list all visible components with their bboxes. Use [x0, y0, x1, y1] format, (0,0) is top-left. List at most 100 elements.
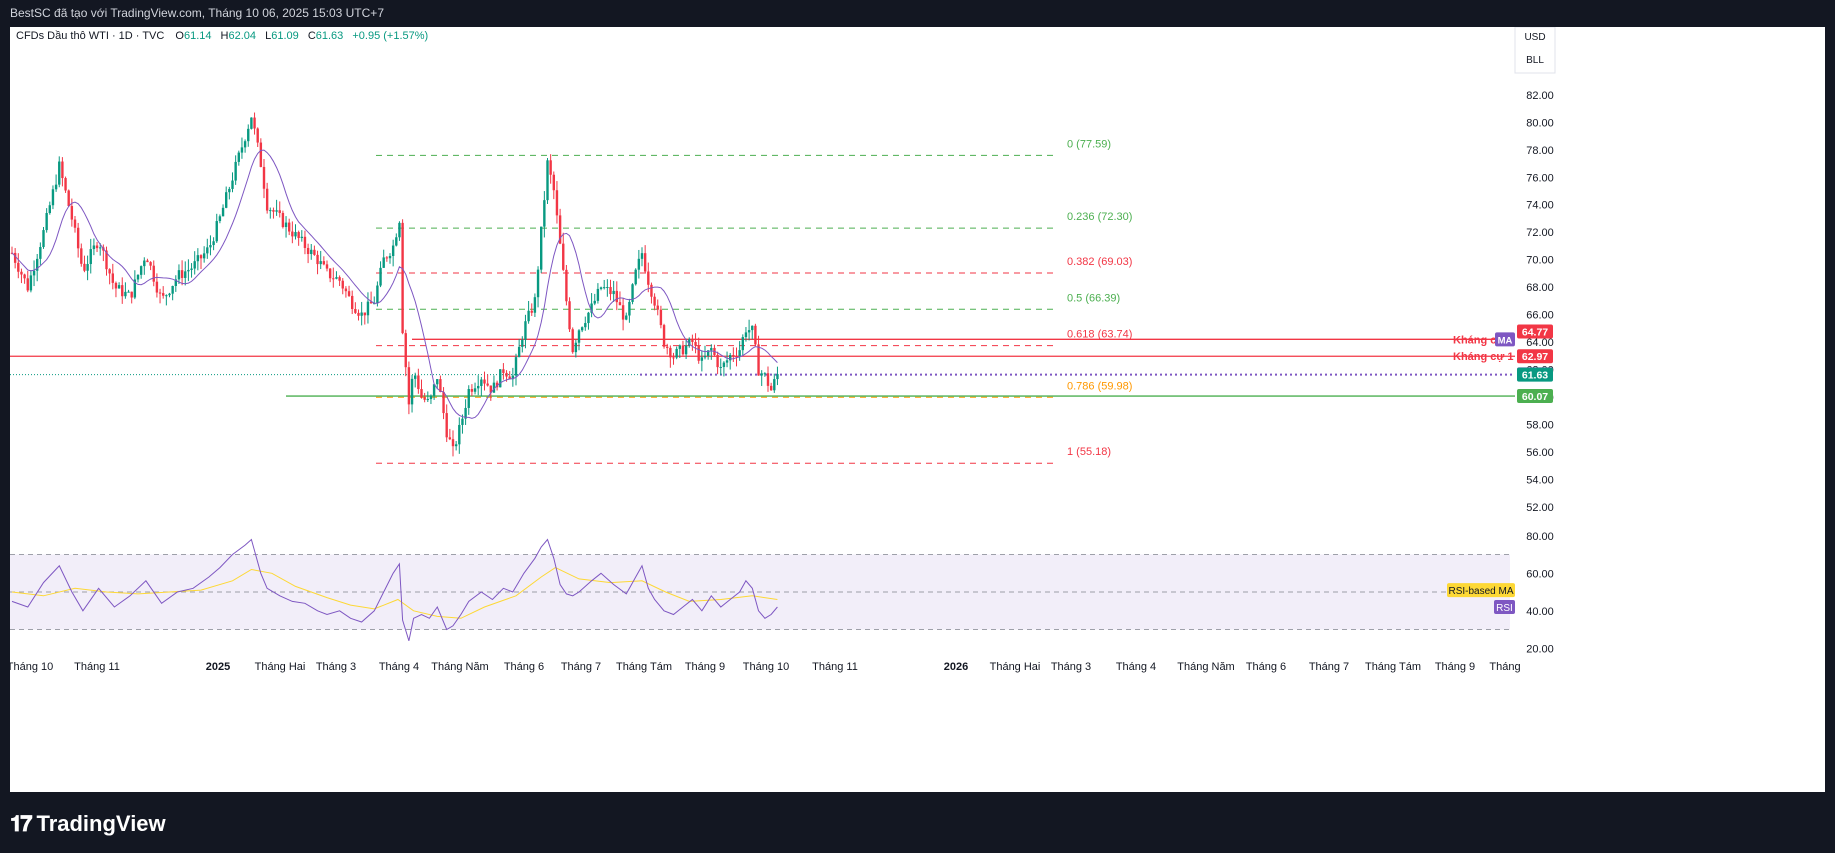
time-tick-label: Tháng 4: [379, 661, 419, 673]
candle-body: [13, 252, 17, 263]
candle-body: [514, 357, 518, 376]
price-tag-box: [1517, 324, 1553, 339]
candle-body: [89, 249, 92, 265]
candle-body: [265, 188, 269, 211]
candle-body: [133, 279, 137, 298]
candle-body: [48, 205, 51, 214]
price-series: [10, 112, 779, 457]
candle-body: [269, 210, 272, 212]
candle-body: [117, 285, 121, 289]
candle-body: [454, 444, 458, 447]
rsi-tick-label: 40.00: [1526, 606, 1554, 618]
candle-body: [127, 291, 130, 293]
candle-body: [124, 291, 127, 297]
candle-body: [347, 291, 351, 296]
candle-body: [666, 346, 669, 348]
candle-body: [760, 373, 763, 376]
candle-body: [681, 345, 685, 355]
candle-body: [461, 418, 464, 425]
candle-body: [540, 226, 543, 270]
candle-body: [754, 325, 757, 345]
candle-body: [625, 315, 628, 320]
candle-body: [747, 330, 751, 333]
candle-body: [505, 372, 508, 377]
candle-body: [631, 284, 634, 302]
price-tick-label: 76.00: [1526, 172, 1554, 184]
candle-body: [291, 231, 294, 237]
candle-body: [272, 210, 275, 212]
time-tick-label: Tháng 11: [74, 661, 120, 673]
candle-body: [67, 190, 70, 207]
time-tick-label: Tháng 9: [1435, 661, 1475, 673]
candle-body: [672, 357, 675, 359]
candle-body: [732, 354, 735, 357]
candle-body: [417, 375, 420, 390]
candle-body: [467, 389, 470, 408]
candle-body: [426, 399, 429, 401]
candle-body: [533, 297, 537, 313]
candle-body: [669, 347, 672, 358]
candle-body: [432, 384, 436, 396]
candle-body: [152, 265, 155, 282]
time-tick-label: Tháng 10: [743, 661, 789, 673]
rsi-tick-label: 20.00: [1526, 643, 1554, 655]
legend-low-label: L: [265, 30, 271, 42]
candle-body: [391, 245, 395, 256]
candle-body: [395, 237, 398, 246]
candle-body: [729, 354, 732, 361]
tradingview-logo-icon: 𝟏𝟕: [10, 811, 33, 837]
candle-body: [253, 117, 256, 129]
candle-body: [338, 277, 341, 281]
candle-body: [139, 266, 143, 275]
candle-body: [86, 264, 89, 271]
candle-body: [628, 301, 631, 316]
candle-body: [769, 385, 773, 391]
candle-body: [552, 174, 555, 191]
candle-body: [647, 271, 650, 285]
candle-body: [511, 375, 515, 380]
candle-body: [650, 284, 653, 297]
candle-body: [612, 290, 615, 295]
candle-body: [524, 321, 527, 340]
candle-body: [546, 160, 549, 201]
candle-body: [763, 373, 767, 375]
candle-body: [543, 200, 546, 227]
currency-box[interactable]: [1514, 26, 1556, 74]
candle-body: [445, 413, 448, 438]
chart-area[interactable]: CFDs Dầu thô WTI · 1D · TVC O61.14 H62.0…: [7, 26, 1825, 792]
time-tick-label: Tháng Tám: [616, 661, 672, 673]
fib-level-label: 1 (55.18): [1067, 446, 1111, 458]
price-tag-box: [1517, 349, 1553, 364]
legend-change: +0.95 (+1.57%): [352, 30, 428, 42]
candle-body: [429, 395, 433, 400]
fib-level-label: 0.5 (66.39): [1067, 292, 1120, 304]
candle-body: [36, 258, 39, 271]
fibonacci-retracement[interactable]: 0 (77.59) 0.236 (72.30) 0.382 (69.03) 0.5 (…: [10, 138, 1515, 464]
time-tick-label: Tháng Năm: [1177, 661, 1234, 673]
price-tick-label: 82.00: [1526, 90, 1554, 102]
candle-body: [407, 367, 411, 405]
candle-body: [193, 261, 196, 269]
tradingview-logo[interactable]: 𝟏𝟕 TradingView: [10, 811, 166, 837]
candle-body: [73, 219, 77, 228]
candle-body: [162, 293, 165, 296]
time-axis[interactable]: Tháng 10 Tháng 11 2025 Tháng Hai Tháng 3 Thán…: [7, 661, 1521, 673]
candle-body: [294, 232, 297, 237]
tradingview-logo-text: TradingView: [36, 811, 166, 836]
time-tick-label: Tháng Tám: [1365, 661, 1421, 673]
candle-body: [297, 232, 300, 239]
candle-body: [146, 260, 149, 263]
fib-level-label: 0.382 (69.03): [1067, 256, 1132, 268]
candle-body: [199, 255, 203, 259]
candle-body: [385, 257, 389, 259]
candle-body: [225, 192, 228, 208]
candle-body: [562, 243, 565, 270]
candle-body: [351, 295, 354, 310]
moving-average: [11, 149, 778, 419]
candle-body: [360, 312, 363, 316]
candle-body: [599, 287, 603, 289]
chart-svg[interactable]: CFDs Dầu thô WTI · 1D · TVC O61.14 H62.0…: [7, 26, 1825, 792]
candle-body: [549, 160, 552, 175]
